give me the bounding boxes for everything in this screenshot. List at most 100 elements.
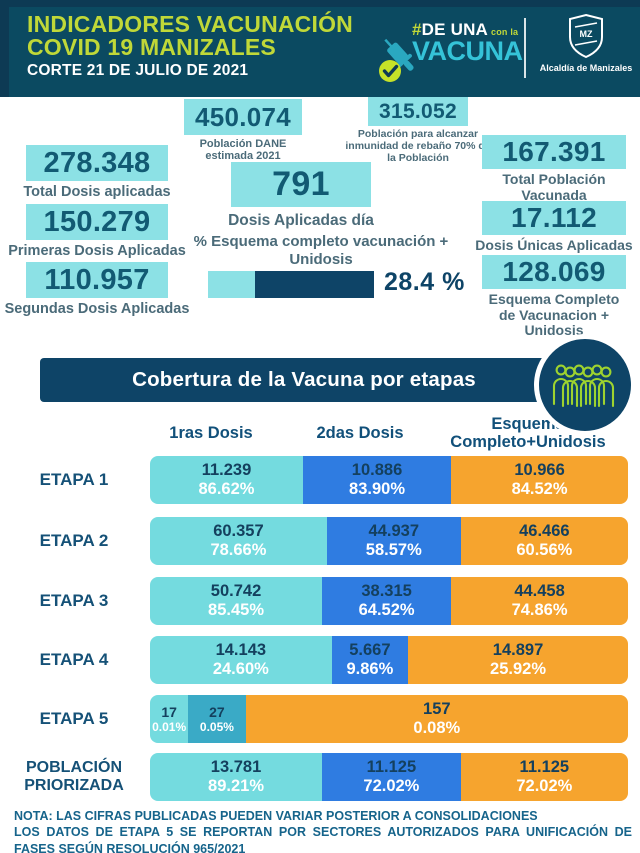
segment-percent: 25.92%: [490, 660, 547, 678]
header-top-edge: [0, 0, 640, 7]
stat-value: 278.348: [26, 145, 168, 181]
row-label-etapa-3: ETAPA 3: [39, 591, 109, 611]
segment-percent: 0.01%: [152, 720, 187, 735]
bar-segment-1ras: 13.781 89.21%: [150, 753, 323, 801]
segment-value: 13.781: [210, 757, 262, 776]
syringe-check-icon: [379, 38, 414, 82]
org-name: Alcaldía de Manizales: [539, 63, 633, 73]
stat-dosis-unicas: 17.112 Dosis Únicas Aplicadas: [468, 201, 640, 254]
title-line-2: COVID 19 MANIZALES: [27, 34, 276, 61]
stat-label: Esquema Completo de Vacunacion + Unidosi…: [488, 291, 620, 339]
bar-segment-2das: 27 0.05%: [188, 695, 246, 743]
segment-value: 14.897: [492, 640, 544, 659]
stacked-bar-etapa-3: 50.742 85.45% 38.315 64.52% 44.458 74.86%: [150, 577, 628, 625]
header-band: INDICADORES VACUNACIÓN COVID 19 MANIZALE…: [0, 0, 640, 97]
row-label-poblacion-priorizada: POBLACIÓN PRIORIZADA: [24, 758, 124, 794]
stat-value: 150.279: [26, 204, 168, 240]
stat-value: 17.112: [482, 201, 626, 235]
stat-label: Población DANE estimada 2021: [199, 138, 287, 163]
row-label-etapa-2: ETAPA 2: [39, 531, 109, 551]
stacked-bar-etapa-2: 60.357 78.66% 44.937 58.57% 46.466 60.56%: [150, 517, 628, 565]
stat-value: 315.052: [368, 97, 468, 126]
people-group-icon: [552, 364, 615, 408]
stat-label: Segundas Dosis Aplicadas: [4, 301, 190, 317]
campaign-word-vacuna: VACUNA: [412, 36, 523, 66]
progress-percent: 28.4 %: [384, 268, 465, 296]
campaign-word-deuna: DE UNA: [421, 20, 489, 39]
footer-note-line-2: LOS DATOS DE ETAPA 5 SE REPORTAN POR SEC…: [14, 825, 632, 853]
coverage-banner-title: Cobertura de la Vacuna por etapas: [132, 368, 476, 391]
stat-label: Dosis Aplicadas día: [228, 212, 374, 229]
segment-value: 44.937: [368, 521, 419, 540]
title-line-1: INDICADORES VACUNACIÓN: [27, 11, 353, 37]
footer-note: NOTA: LAS CIFRAS PUBLICADAS PUEDEN VARIA…: [14, 808, 632, 853]
column-header-esquema: Esquema Completo+Unidosis: [450, 415, 606, 452]
segment-value: 44.458: [514, 581, 565, 600]
segment-value: 38.315: [361, 581, 412, 600]
report-date: CORTE 21 DE JULIO DE 2021: [27, 61, 249, 79]
row-label-etapa-1: ETAPA 1: [39, 470, 109, 490]
bar-segment-2das: 38.315 64.52%: [322, 577, 452, 625]
bar-segment-1ras: 14.143 24.60%: [150, 636, 332, 684]
stacked-bar-etapa-5: 17 0.01% 27 0.05% 157 0.08%: [150, 695, 628, 743]
row-label-etapa-5: ETAPA 5: [39, 709, 109, 729]
stat-value: 110.957: [26, 262, 168, 298]
campaign-logo: #DE UNA con la VACUNA: [378, 18, 523, 84]
stat-total-vacunada: 167.391 Total Población Vacunada: [468, 135, 640, 203]
row-label-etapa-4: ETAPA 4: [39, 650, 109, 670]
stat-dosis-dia: 791 Dosis Aplicadas día: [227, 162, 375, 229]
bar-segment-esquema: 14.897 25.92%: [408, 636, 628, 684]
bar-segment-esquema: 157 0.08%: [245, 695, 628, 743]
segment-value: 157: [423, 699, 451, 718]
segment-percent: 64.52%: [358, 601, 415, 619]
stat-primeras-dosis: 150.279 Primeras Dosis Aplicadas: [2, 204, 192, 259]
campaign-line-1: #DE UNA con la: [412, 20, 523, 40]
bar-segment-2das: 10.886 83.90%: [302, 456, 452, 504]
bar-segment-1ras: 60.357 78.66%: [150, 517, 327, 565]
header-divider: [524, 18, 526, 78]
bar-segment-2das: 11.125 72.02%: [322, 753, 461, 801]
segment-percent: 0.08%: [413, 719, 461, 737]
segment-percent: 86.62%: [198, 480, 255, 498]
segment-value: 60.357: [213, 521, 264, 540]
progress-label: % Esquema completo vacunación + Unidosis: [193, 233, 449, 268]
segment-value: 11.125: [366, 757, 417, 776]
segment-value: 50.742: [210, 581, 262, 600]
header-left-edge: [0, 0, 9, 97]
segment-value: 10.886: [351, 460, 403, 479]
stat-label: Total Población Vacunada: [502, 171, 606, 203]
stat-esquema-completo: 128.069 Esquema Completo de Vacunacion +…: [468, 255, 640, 339]
segment-percent: 0.05%: [199, 720, 234, 735]
stat-value: 128.069: [482, 255, 626, 289]
segment-percent: 9.86%: [346, 660, 394, 678]
people-circle-badge: [534, 334, 636, 436]
stat-label: Total Dosis aplicadas: [23, 184, 171, 200]
campaign-text: #DE UNA con la VACUNA: [412, 20, 523, 67]
footer-note-line-1: NOTA: LAS CIFRAS PUBLICADAS PUEDEN VARIA…: [14, 809, 538, 823]
segment-value: 27: [209, 703, 225, 720]
segment-percent: 58.57%: [365, 541, 422, 559]
stat-total-dosis: 278.348 Total Dosis aplicadas: [2, 145, 192, 200]
bar-segment-2das: 5.667 9.86%: [331, 636, 409, 684]
segment-value: 5.667: [349, 640, 391, 659]
segment-percent: 24.60%: [212, 660, 269, 678]
page-title: INDICADORES VACUNACIÓN COVID 19 MANIZALE…: [27, 11, 353, 79]
segment-value: 10.966: [514, 460, 565, 479]
bar-segment-esquema: 11.125 72.02%: [460, 753, 628, 801]
stat-label: Dosis Únicas Aplicadas: [475, 237, 633, 253]
stat-inmunidad-rebano: 315.052 Población para alcanzar inmunida…: [342, 97, 494, 164]
segment-value: 14.143: [215, 640, 267, 659]
bar-segment-1ras: 17 0.01%: [150, 695, 189, 743]
column-header-2das-dosis: 2das Dosis: [316, 424, 404, 442]
stat-segundas-dosis: 110.957 Segundas Dosis Aplicadas: [2, 262, 192, 317]
stacked-bar-etapa-1: 11.239 86.62% 10.886 83.90% 10.966 84.52%: [150, 456, 628, 504]
hashtag: #: [412, 20, 422, 39]
segment-percent: 85.45%: [208, 601, 265, 619]
progress-bar: [208, 271, 374, 298]
segment-percent: 60.56%: [516, 541, 573, 559]
segment-value: 11.239: [201, 460, 252, 479]
segment-percent: 72.02%: [363, 777, 420, 795]
progress-fill: [208, 271, 256, 298]
segment-percent: 72.02%: [516, 777, 573, 795]
